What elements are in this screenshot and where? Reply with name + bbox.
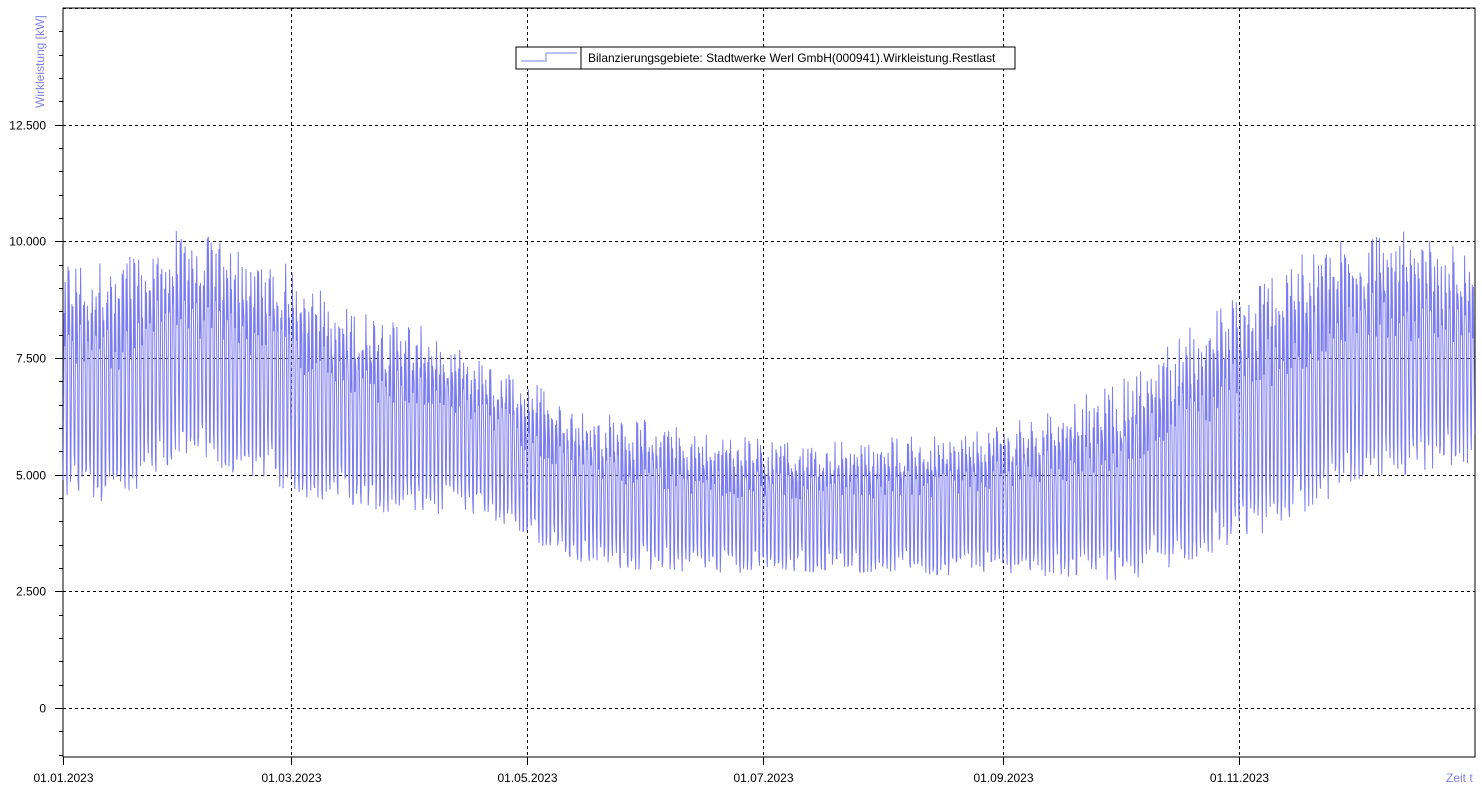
x-axis-label: Zeit t: [1446, 771, 1473, 785]
minor-ticks: [55, 31, 1240, 765]
y-tick-label: 12.500: [9, 119, 46, 133]
legend-swatch: [521, 52, 577, 62]
x-tick-label: 01.11.2023: [1210, 771, 1269, 785]
y-tick-label: 10.000: [9, 235, 46, 249]
x-tick-label: 01.01.2023: [33, 771, 93, 785]
y-axis-tick-labels: 0 2.500 5.000 7.500 10.000 12.500: [9, 119, 46, 716]
y-axis-label: Wirkleistung [kW]: [33, 15, 47, 108]
y-tick-label: 2.500: [16, 585, 46, 599]
series-layer: [62, 231, 1476, 581]
legend: Bilanzierungsgebiete: Stadtwerke Werl Gm…: [515, 46, 1016, 70]
x-tick-label: 01.09.2023: [973, 771, 1033, 785]
y-tick-label: 7.500: [16, 352, 46, 366]
x-tick-label: 01.07.2023: [733, 771, 793, 785]
x-tick-label: 01.03.2023: [261, 771, 321, 785]
y-tick-label: 5.000: [16, 469, 46, 483]
legend-box: [515, 46, 1016, 70]
y-tick-label: 0: [39, 702, 46, 716]
legend-entry-label: Bilanzierungsgebiete: Stadtwerke Werl Gm…: [588, 51, 996, 65]
x-tick-label: 01.05.2023: [497, 771, 557, 785]
series-line: [62, 231, 1476, 581]
x-axis-tick-labels: 01.01.2023 01.03.2023 01.05.2023 01.07.2023…: [33, 771, 1269, 785]
